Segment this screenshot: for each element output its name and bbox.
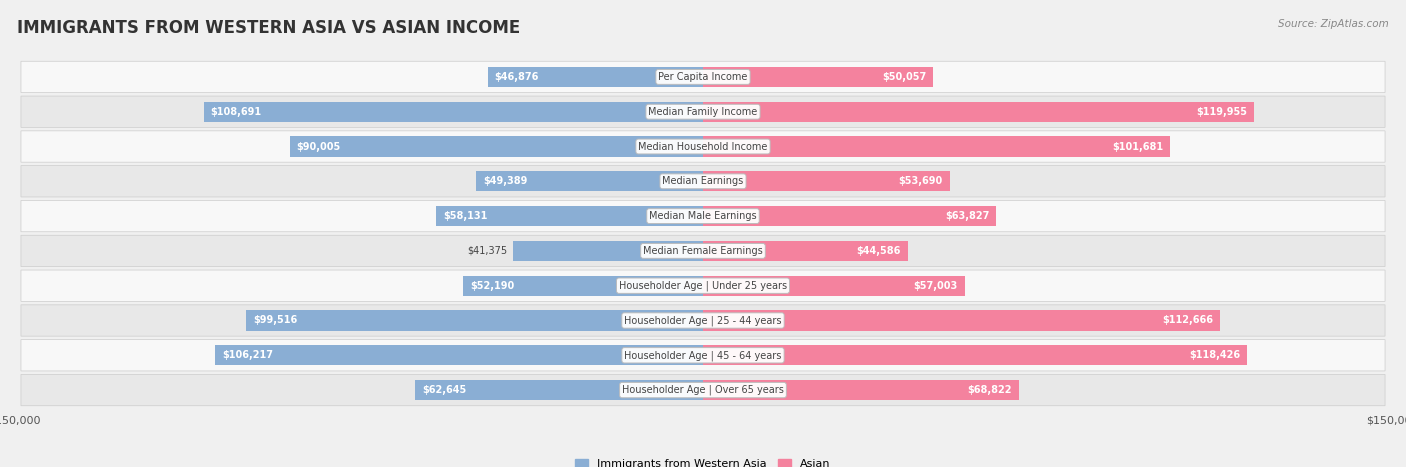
Text: $62,645: $62,645: [422, 385, 467, 395]
Bar: [703, 136, 1170, 156]
Bar: [703, 241, 908, 261]
Text: $108,691: $108,691: [211, 107, 262, 117]
Bar: [464, 276, 703, 296]
Bar: [215, 345, 703, 365]
Bar: [204, 102, 703, 122]
Text: Median Earnings: Median Earnings: [662, 177, 744, 186]
Text: $57,003: $57,003: [914, 281, 957, 290]
FancyBboxPatch shape: [21, 375, 1385, 406]
Text: $99,516: $99,516: [253, 316, 297, 325]
Text: $118,426: $118,426: [1189, 350, 1240, 360]
Legend: Immigrants from Western Asia, Asian: Immigrants from Western Asia, Asian: [575, 459, 831, 467]
Text: Median Household Income: Median Household Income: [638, 142, 768, 151]
FancyBboxPatch shape: [21, 305, 1385, 336]
Text: $119,955: $119,955: [1197, 107, 1247, 117]
FancyBboxPatch shape: [21, 166, 1385, 197]
Text: $41,375: $41,375: [467, 246, 508, 256]
Bar: [488, 67, 703, 87]
Text: $50,057: $50,057: [882, 72, 927, 82]
Text: $53,690: $53,690: [898, 177, 942, 186]
Bar: [415, 380, 703, 400]
Bar: [703, 67, 934, 87]
Text: $101,681: $101,681: [1112, 142, 1163, 151]
FancyBboxPatch shape: [21, 270, 1385, 301]
Bar: [246, 311, 703, 331]
FancyBboxPatch shape: [21, 235, 1385, 267]
Bar: [703, 276, 965, 296]
Text: Householder Age | Over 65 years: Householder Age | Over 65 years: [621, 385, 785, 396]
Text: Householder Age | 45 - 64 years: Householder Age | 45 - 64 years: [624, 350, 782, 361]
Bar: [703, 102, 1254, 122]
Text: $63,827: $63,827: [945, 211, 990, 221]
Text: $58,131: $58,131: [443, 211, 488, 221]
Text: Median Family Income: Median Family Income: [648, 107, 758, 117]
Bar: [703, 345, 1247, 365]
FancyBboxPatch shape: [21, 61, 1385, 92]
FancyBboxPatch shape: [21, 131, 1385, 162]
Text: $44,586: $44,586: [856, 246, 901, 256]
Text: $52,190: $52,190: [470, 281, 515, 290]
Bar: [703, 206, 997, 226]
Bar: [703, 311, 1220, 331]
Text: Householder Age | Under 25 years: Householder Age | Under 25 years: [619, 281, 787, 291]
Text: $46,876: $46,876: [495, 72, 538, 82]
Text: $90,005: $90,005: [297, 142, 340, 151]
FancyBboxPatch shape: [21, 200, 1385, 232]
Bar: [477, 171, 703, 191]
Bar: [290, 136, 703, 156]
FancyBboxPatch shape: [21, 96, 1385, 127]
Text: Per Capita Income: Per Capita Income: [658, 72, 748, 82]
Bar: [436, 206, 703, 226]
Text: Householder Age | 25 - 44 years: Householder Age | 25 - 44 years: [624, 315, 782, 326]
Bar: [703, 171, 949, 191]
Text: $112,666: $112,666: [1163, 316, 1213, 325]
Text: Median Female Earnings: Median Female Earnings: [643, 246, 763, 256]
FancyBboxPatch shape: [21, 340, 1385, 371]
Text: Source: ZipAtlas.com: Source: ZipAtlas.com: [1278, 19, 1389, 28]
Text: Median Male Earnings: Median Male Earnings: [650, 211, 756, 221]
Text: IMMIGRANTS FROM WESTERN ASIA VS ASIAN INCOME: IMMIGRANTS FROM WESTERN ASIA VS ASIAN IN…: [17, 19, 520, 37]
Bar: [513, 241, 703, 261]
Text: $49,389: $49,389: [484, 177, 527, 186]
Text: $68,822: $68,822: [967, 385, 1012, 395]
Bar: [703, 380, 1019, 400]
Text: $106,217: $106,217: [222, 350, 273, 360]
